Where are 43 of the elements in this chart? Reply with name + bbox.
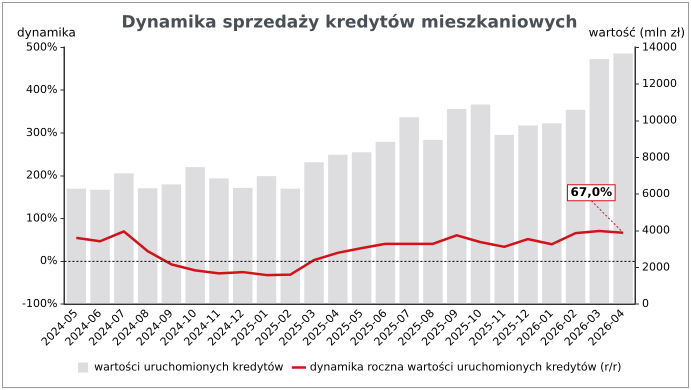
y-tick-label: 200% bbox=[26, 168, 58, 182]
bar bbox=[185, 167, 205, 304]
y-tick-label: 0% bbox=[40, 254, 58, 268]
legend-label: dynamika roczna wartości uruchomionych kredytów (r/r) bbox=[310, 360, 622, 374]
bar bbox=[328, 154, 348, 304]
bar bbox=[376, 142, 396, 304]
bar bbox=[352, 152, 372, 304]
y-axis-title: dynamika bbox=[17, 26, 76, 40]
y2-tick-label: 2000 bbox=[642, 260, 670, 274]
y-tick-label: -100% bbox=[22, 297, 58, 310]
y-tick-label: 500% bbox=[26, 40, 58, 54]
y2-axis-title: wartość (mln zł) bbox=[588, 26, 686, 40]
bar bbox=[613, 53, 633, 304]
y2-tick-label: 14000 bbox=[642, 40, 678, 54]
legend-label: wartości uruchomionych kredytów bbox=[94, 360, 284, 374]
y2-tick-label: 0 bbox=[642, 297, 650, 310]
bar bbox=[162, 184, 182, 304]
bar bbox=[90, 190, 110, 304]
y2-tick-label: 8000 bbox=[642, 150, 670, 164]
bar bbox=[256, 176, 276, 304]
bar bbox=[494, 134, 514, 304]
bar bbox=[542, 123, 562, 304]
bar bbox=[470, 104, 490, 304]
y2-tick-label: 4000 bbox=[642, 224, 670, 237]
y-tick-label: 300% bbox=[26, 126, 58, 139]
bar bbox=[232, 188, 252, 304]
bar bbox=[66, 188, 86, 304]
bar bbox=[114, 173, 134, 304]
y2-tick-label: 6000 bbox=[642, 186, 670, 200]
bar bbox=[304, 162, 324, 304]
bar bbox=[138, 188, 158, 304]
bar bbox=[423, 140, 443, 304]
chart-title: Dynamika sprzedaży kredytów mieszkaniowych bbox=[122, 12, 578, 33]
annotation: 67,0% bbox=[570, 184, 612, 199]
bar bbox=[209, 178, 229, 304]
bar bbox=[280, 188, 300, 304]
y2-tick-label: 12000 bbox=[642, 76, 678, 90]
y-tick-label: 100% bbox=[26, 211, 58, 224]
bar bbox=[399, 117, 419, 304]
y2-tick-label: 10000 bbox=[642, 114, 678, 127]
bar bbox=[446, 108, 466, 304]
bar bbox=[518, 126, 538, 304]
y-tick-label: 400% bbox=[26, 83, 58, 96]
